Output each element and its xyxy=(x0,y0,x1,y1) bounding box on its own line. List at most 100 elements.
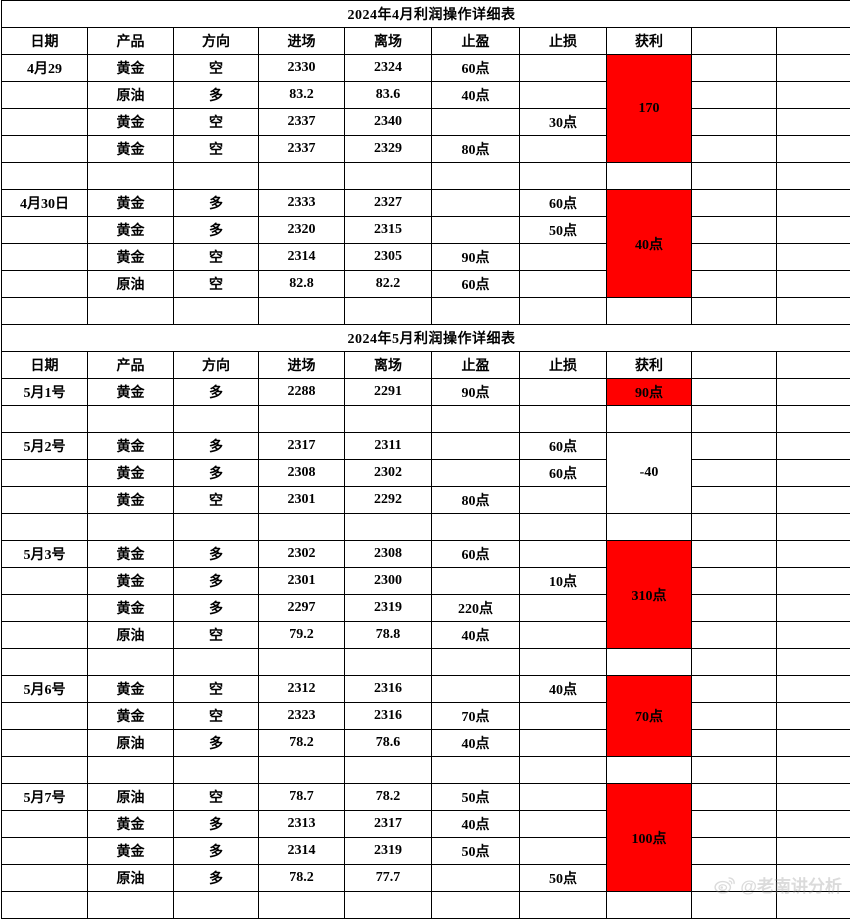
date-cell xyxy=(2,82,88,109)
empty-cell xyxy=(2,757,88,784)
spacer-row xyxy=(2,406,850,433)
exit-price-cell: 83.6 xyxy=(345,82,432,109)
empty-cell xyxy=(777,622,850,649)
date-cell xyxy=(2,595,88,622)
table-title: 2024年4月利润操作详细表 xyxy=(2,1,850,28)
entry-price-cell: 78.2 xyxy=(259,865,345,892)
exit-price-cell: 78.6 xyxy=(345,730,432,757)
stop-loss-cell: 50点 xyxy=(520,217,607,244)
stop-loss-cell: 60点 xyxy=(520,190,607,217)
direction-cell: 多 xyxy=(174,82,259,109)
take-profit-cell: 60点 xyxy=(432,541,520,568)
stop-loss-cell xyxy=(520,55,607,82)
empty-cell xyxy=(692,811,777,838)
empty-cell xyxy=(777,82,850,109)
product-cell: 原油 xyxy=(88,622,174,649)
empty-cell xyxy=(88,757,174,784)
empty-cell xyxy=(777,703,850,730)
take-profit-cell: 220点 xyxy=(432,595,520,622)
take-profit-cell: 40点 xyxy=(432,82,520,109)
product-cell: 原油 xyxy=(88,784,174,811)
empty-cell xyxy=(777,406,850,433)
take-profit-cell: 40点 xyxy=(432,811,520,838)
empty-cell xyxy=(777,811,850,838)
date-cell: 5月3号 xyxy=(2,541,88,568)
empty-cell xyxy=(692,460,777,487)
empty-cell xyxy=(777,217,850,244)
direction-cell: 空 xyxy=(174,676,259,703)
empty-cell xyxy=(777,838,850,865)
entry-price-cell: 2297 xyxy=(259,595,345,622)
empty-cell xyxy=(692,379,777,406)
empty-cell xyxy=(520,892,607,919)
take-profit-cell xyxy=(432,568,520,595)
empty-cell xyxy=(777,298,850,325)
product-cell: 黄金 xyxy=(88,487,174,514)
profit-cell: 70点 xyxy=(607,676,692,757)
take-profit-cell xyxy=(432,433,520,460)
direction-cell: 空 xyxy=(174,784,259,811)
profit-cell: 170 xyxy=(607,55,692,163)
stop-loss-cell: 30点 xyxy=(520,109,607,136)
empty-cell xyxy=(88,163,174,190)
product-cell: 原油 xyxy=(88,271,174,298)
date-cell: 5月1号 xyxy=(2,379,88,406)
profit-cell: 310点 xyxy=(607,541,692,649)
date-cell: 4月30日 xyxy=(2,190,88,217)
column-header-profit: 获利 xyxy=(607,28,692,55)
column-header-stop-loss: 止损 xyxy=(520,28,607,55)
date-cell xyxy=(2,271,88,298)
direction-cell: 空 xyxy=(174,271,259,298)
direction-cell: 多 xyxy=(174,865,259,892)
entry-price-cell: 2301 xyxy=(259,487,345,514)
empty-cell xyxy=(432,406,520,433)
column-header-date: 日期 xyxy=(2,352,88,379)
empty-cell xyxy=(777,541,850,568)
entry-price-cell: 83.2 xyxy=(259,82,345,109)
direction-cell: 多 xyxy=(174,730,259,757)
empty-cell xyxy=(777,649,850,676)
empty-cell xyxy=(692,757,777,784)
empty-cell xyxy=(520,514,607,541)
empty-cell xyxy=(2,514,88,541)
entry-price-cell: 2308 xyxy=(259,460,345,487)
entry-price-cell: 78.2 xyxy=(259,730,345,757)
stop-loss-cell xyxy=(520,838,607,865)
product-cell: 原油 xyxy=(88,865,174,892)
empty-cell xyxy=(520,757,607,784)
empty-cell xyxy=(777,865,850,892)
date-cell xyxy=(2,865,88,892)
stop-loss-cell xyxy=(520,271,607,298)
take-profit-cell: 70点 xyxy=(432,703,520,730)
empty-cell xyxy=(432,892,520,919)
date-cell xyxy=(2,136,88,163)
date-cell xyxy=(2,811,88,838)
take-profit-cell xyxy=(432,460,520,487)
empty-cell xyxy=(777,568,850,595)
column-header-date: 日期 xyxy=(2,28,88,55)
direction-cell: 多 xyxy=(174,217,259,244)
exit-price-cell: 2292 xyxy=(345,487,432,514)
empty-cell xyxy=(692,55,777,82)
empty-cell xyxy=(432,514,520,541)
empty-cell xyxy=(259,757,345,784)
exit-price-cell: 2315 xyxy=(345,217,432,244)
direction-cell: 多 xyxy=(174,838,259,865)
empty-cell xyxy=(2,649,88,676)
empty-cell xyxy=(777,757,850,784)
column-header-empty xyxy=(777,28,850,55)
empty-cell xyxy=(607,406,692,433)
column-header-empty xyxy=(692,28,777,55)
empty-cell xyxy=(520,406,607,433)
exit-price-cell: 2291 xyxy=(345,379,432,406)
profit-cell: 100点 xyxy=(607,784,692,892)
empty-cell xyxy=(2,298,88,325)
empty-cell xyxy=(692,730,777,757)
empty-cell xyxy=(777,109,850,136)
